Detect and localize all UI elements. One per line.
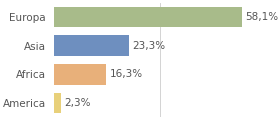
Bar (53, 35, 129, 56)
Bar (53, 7, 242, 27)
Bar (53, 64, 106, 85)
Text: 23,3%: 23,3% (132, 41, 165, 51)
Text: 16,3%: 16,3% (109, 69, 143, 79)
Bar (53, 93, 61, 113)
Text: 58,1%: 58,1% (245, 12, 278, 22)
Text: 2,3%: 2,3% (64, 98, 91, 108)
